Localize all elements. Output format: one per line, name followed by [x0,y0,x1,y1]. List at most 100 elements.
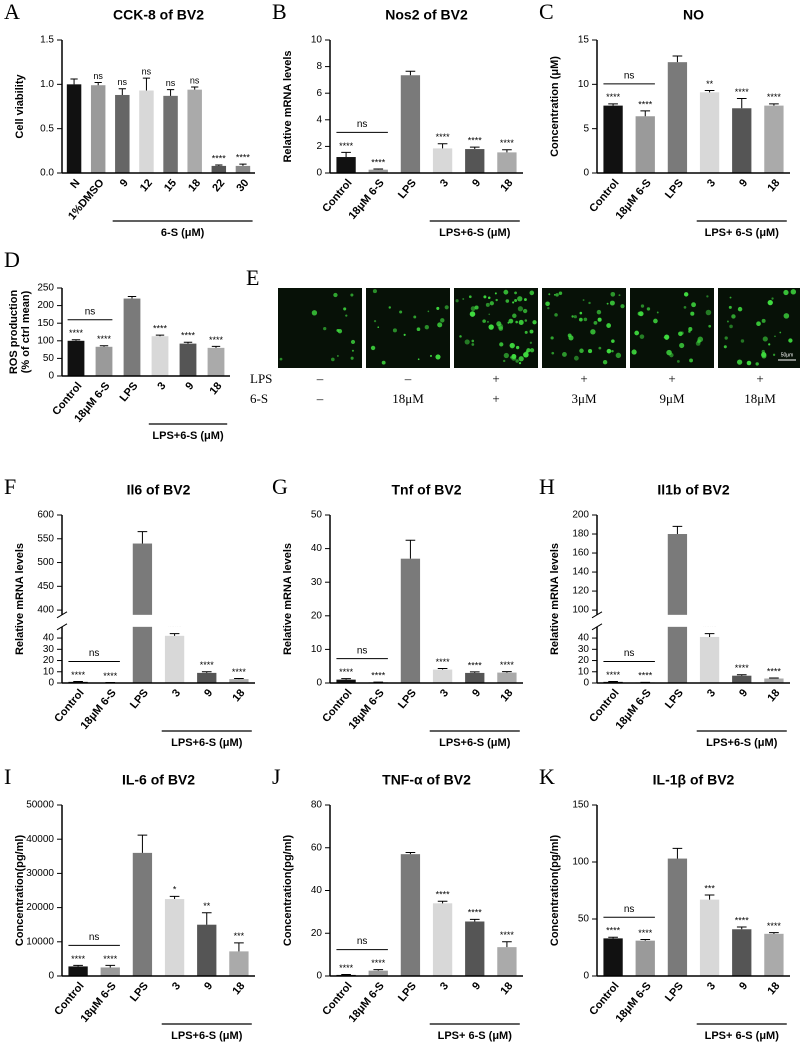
bar [497,152,517,173]
group-label: LPS+6-S (μM) [152,430,224,442]
error-bar [201,671,212,673]
condition-label: – [404,371,412,386]
error-bar [469,671,480,673]
error-bar [183,341,193,344]
cell-fluorescence [424,325,429,330]
comparison-label: ns [85,306,96,317]
cell-fluorescence [568,335,574,341]
group-label: LPS+6-S (μM) [439,737,511,749]
cell-fluorescence [691,302,696,308]
x-tick-label: N [68,177,82,191]
significance-label: **** [468,908,483,918]
cell-fluorescence [494,292,497,295]
chart-title: Il6 of BV2 [127,482,191,498]
cell-fluorescence [705,309,712,316]
cell-fluorescence [436,306,440,310]
significance-label: ** [706,79,714,89]
y-tick-label: 15 [578,35,590,46]
x-tick-label: 3 [155,380,168,392]
cell-fluorescence [637,311,642,316]
significance-label: ** [203,901,211,911]
bar [123,298,141,376]
cell-fluorescence [547,306,550,310]
error-bar [105,964,116,968]
y-tick-label: 0 [316,168,322,179]
comparison-label: ns [89,932,100,943]
condition-label: 9μM [659,391,684,406]
cell-fluorescence [350,293,354,297]
error-bar [341,151,351,158]
x-tick-label: 3 [170,687,183,699]
panel-letter: F [4,474,16,499]
significance-label: * [173,885,177,895]
cell-fluorescence [606,323,612,328]
significance-label: **** [232,667,247,677]
cell-fluorescence [417,358,420,361]
bar [699,636,720,683]
x-tick-label: 18 [498,177,515,194]
cell-fluorescence [676,359,680,363]
cell-fluorescence [515,359,519,363]
cell-fluorescence [514,299,518,302]
y-tick-label: 0 [316,971,322,982]
row-label: LPS [250,371,272,386]
error-bar [70,78,78,85]
x-tick-label: 9 [737,687,750,699]
bar [603,938,623,976]
bar [207,347,225,376]
cell-fluorescence [618,294,621,297]
x-tick-label: LPS [663,687,686,711]
bar [336,679,356,683]
y-tick-label: 0 [583,678,589,689]
cell-fluorescence [615,352,622,359]
cell-fluorescence [768,343,771,346]
significance-label: **** [339,963,354,973]
x-tick-label: 3 [705,980,718,992]
cell-fluorescence [330,357,335,362]
error-bar [201,912,212,925]
y-tick-label: 250 [37,283,54,294]
condition-label: 18μM [392,391,424,406]
bar [667,62,688,173]
cell-fluorescence [351,349,354,352]
significance-label: **** [371,958,386,968]
condition-label: + [668,371,675,386]
cell-fluorescence [555,293,559,297]
y-tick-label: 450 [37,581,54,592]
significance-label: **** [339,667,354,677]
cell-fluorescence [345,314,348,317]
cell-fluorescence [724,336,728,340]
x-tick-label: 9 [470,980,483,992]
significance-label: ns [118,77,128,87]
cell-fluorescence [517,306,524,312]
x-tick-label: LPS [396,980,419,1004]
error-bar [234,678,244,680]
cell-fluorescence [634,330,640,336]
error-bar [469,918,480,922]
cell-fluorescence [455,299,459,303]
y-tick-label: 4 [316,114,322,125]
condition-label: – [316,371,324,386]
y-tick-label: 40 [311,885,323,896]
cell-fluorescence [464,339,470,345]
condition-label: + [756,371,763,386]
y-tick-label: 50 [311,510,323,521]
bar [368,169,388,173]
panel-letter: J [272,764,281,789]
significance-label: **** [606,926,621,936]
y-axis-label: ROS production [8,290,20,375]
error-bar [704,894,715,900]
group-label: LPS+6-S (μM) [439,227,511,239]
cell-fluorescence [488,313,491,316]
cell-fluorescence [746,360,752,366]
error-bar [736,926,747,930]
cell-fluorescence [505,299,510,303]
cell-fluorescence [512,301,515,304]
cell-fluorescence [529,329,534,334]
cell-fluorescence [587,349,593,354]
significance-label: **** [468,660,483,670]
micrograph [366,288,450,368]
error-bar [373,168,384,170]
